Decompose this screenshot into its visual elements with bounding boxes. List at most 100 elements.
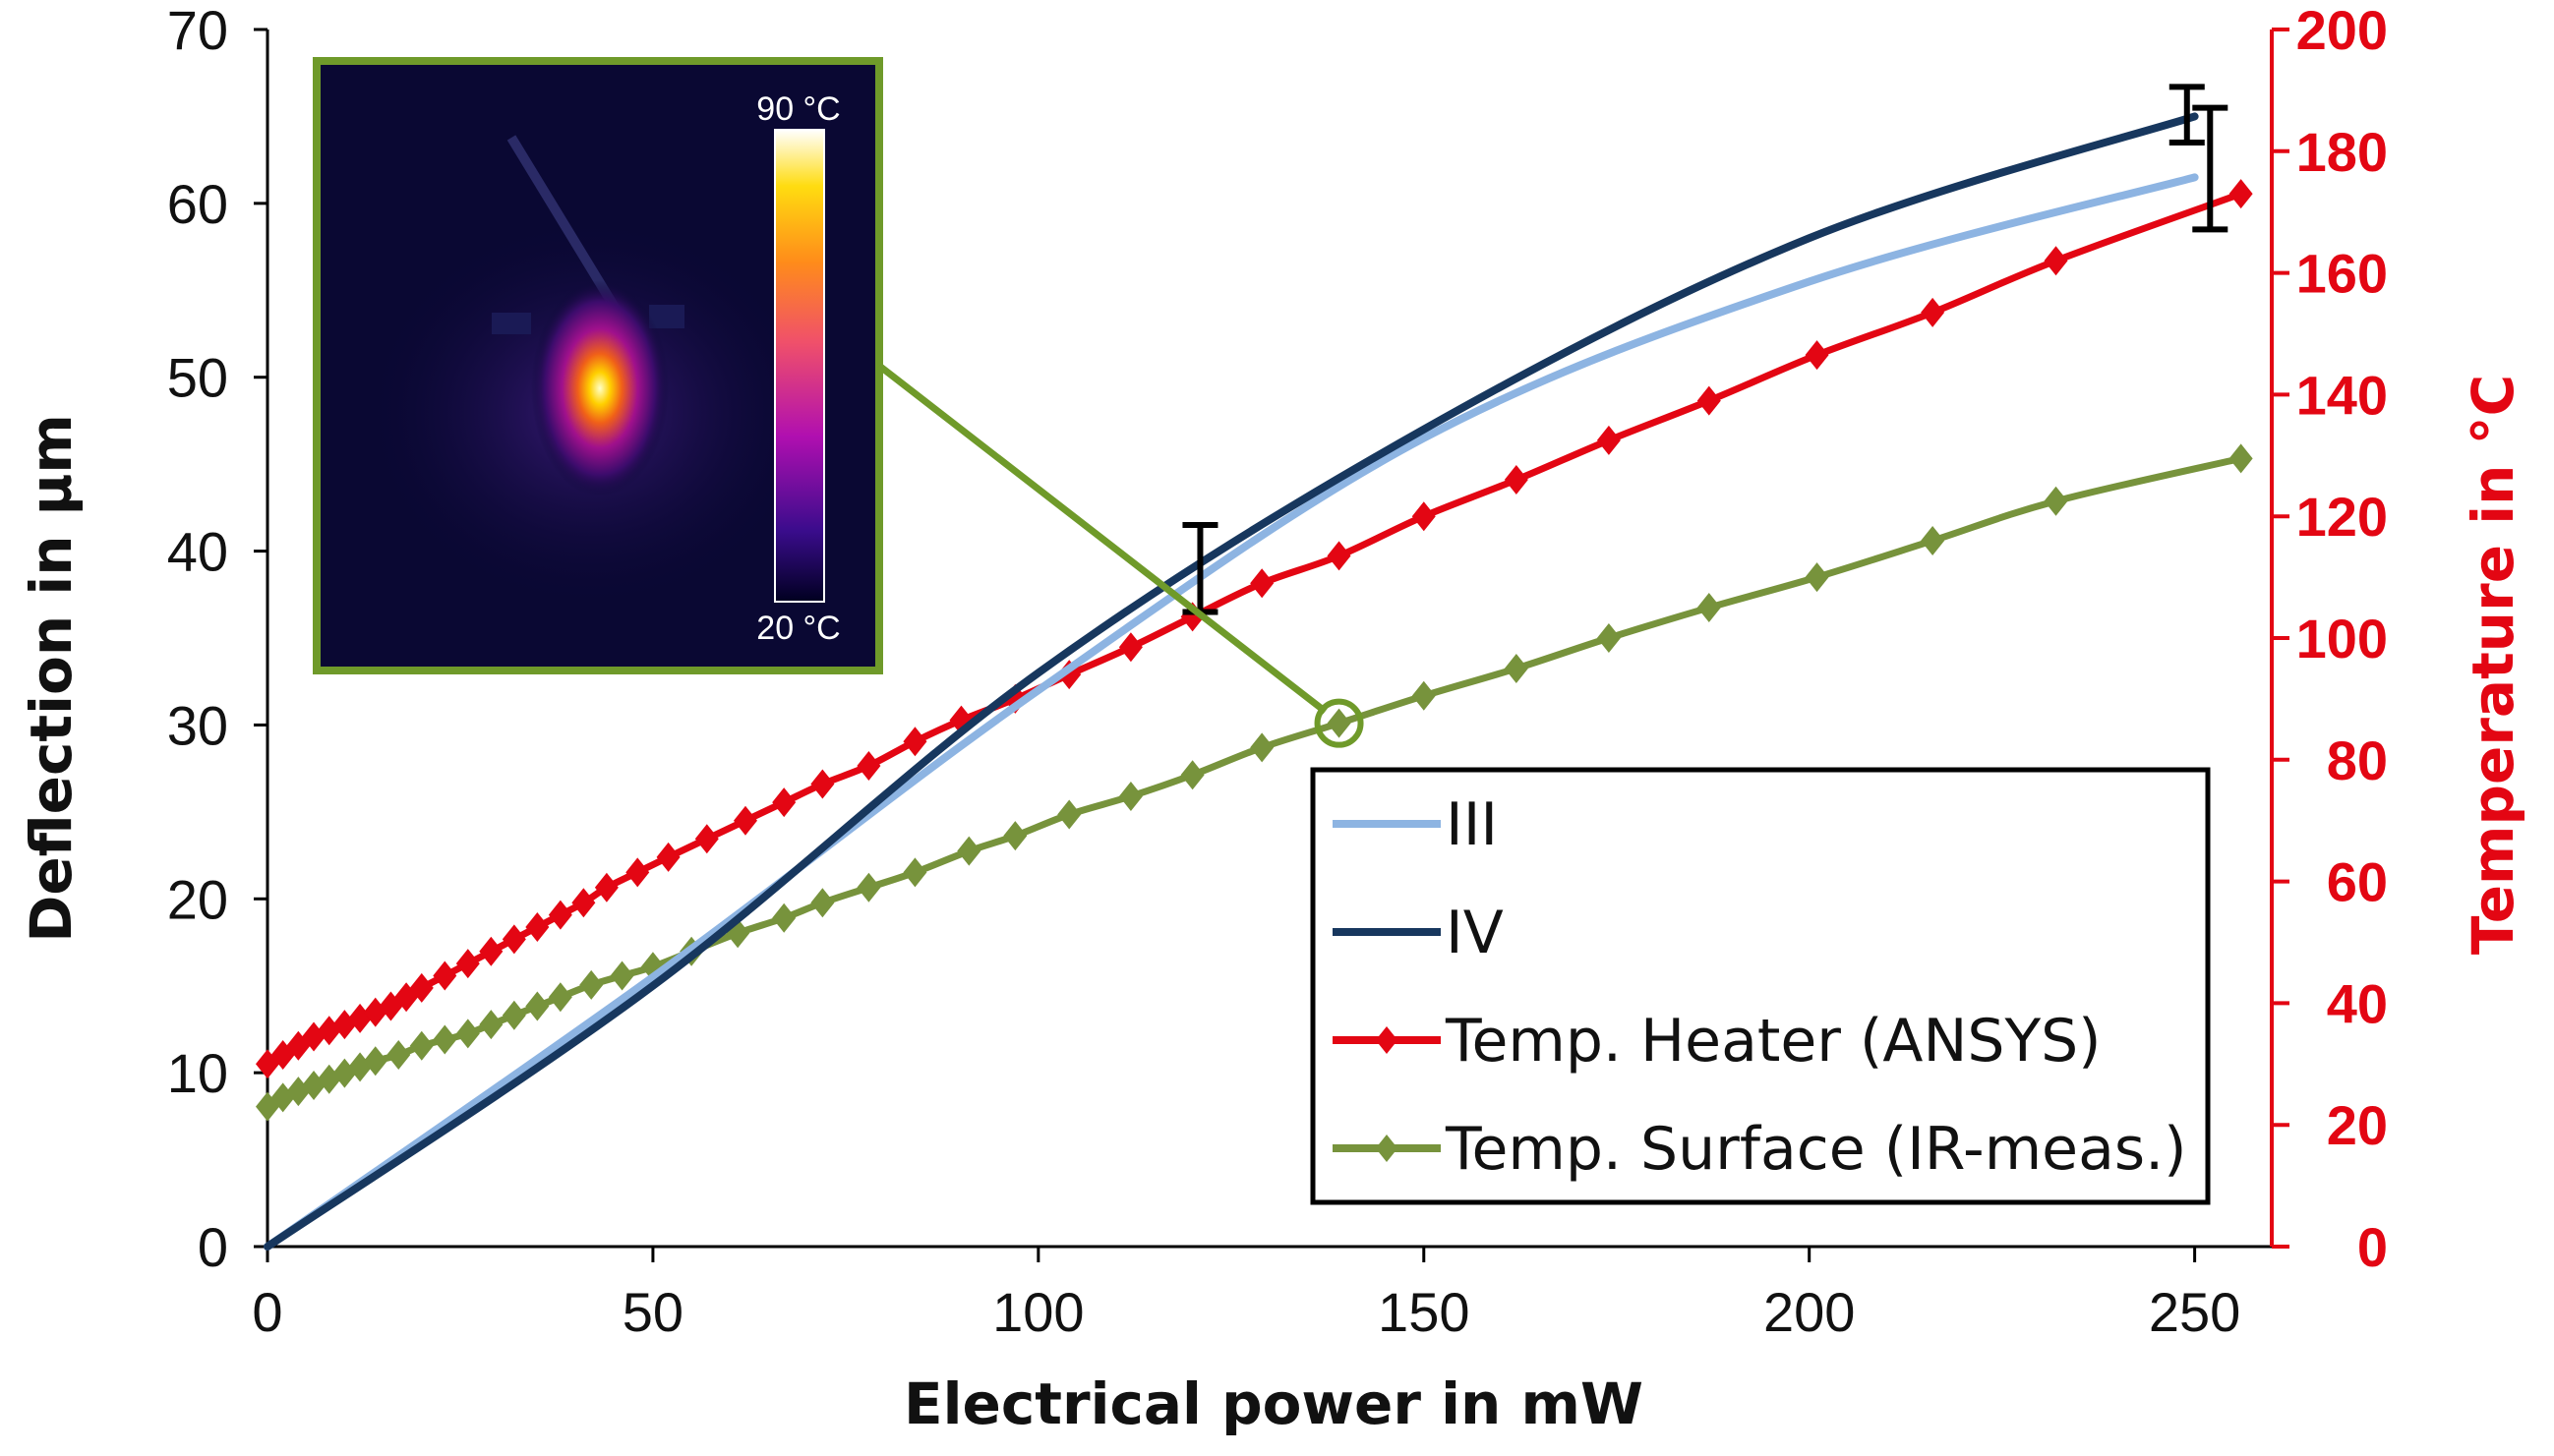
series-iii (264, 173, 2199, 1251)
legend-label: Temp. Heater (ANSYS) (1445, 1007, 2102, 1076)
y-tick-label: 40 (167, 521, 228, 583)
data-point (857, 750, 881, 781)
y2-tick-label: 40 (2327, 972, 2388, 1034)
data-point (2044, 486, 2068, 516)
data-point (1805, 562, 1829, 593)
y2-tick-label: 160 (2296, 243, 2388, 305)
data-point (694, 824, 719, 854)
legend-box (1310, 767, 2211, 1205)
data-point (594, 872, 619, 903)
series-line (264, 112, 2199, 1251)
data-point (903, 727, 927, 757)
legend-entry: IV (1333, 899, 1504, 967)
y-tick-label: 30 (167, 694, 228, 756)
data-point (2228, 443, 2253, 474)
y-tick-label: 50 (167, 347, 228, 409)
legend-swatch-marker (1375, 1135, 1398, 1162)
legend-entry: Temp. Surface (IR-meas.) (1333, 1115, 2187, 1184)
data-point (1250, 732, 1275, 763)
data-point (525, 991, 550, 1021)
data-point (502, 1000, 526, 1030)
data-point (363, 997, 387, 1027)
data-point (386, 1040, 411, 1071)
x-tick-label: 0 (252, 1281, 282, 1343)
data-point (1411, 680, 1436, 711)
x-tick-label: 200 (1763, 1281, 1855, 1343)
data-point (1805, 340, 1829, 371)
legend: III IV Temp. Heater (ANSYS) Temp. Surface (… (1310, 767, 2211, 1205)
data-point (433, 1024, 457, 1055)
data-point (1596, 623, 1621, 653)
data-point (1250, 568, 1275, 599)
x-tick-label: 150 (1378, 1281, 1469, 1343)
y-axis-title: Deflection in µm (18, 414, 85, 943)
y2-tick-label: 60 (2327, 851, 2388, 913)
inset-hotspot (531, 280, 669, 496)
thermal-image-inset: 90 °C 20 °C (313, 57, 883, 674)
legend-entry: III (1333, 790, 1498, 859)
error-bars (1182, 84, 2228, 615)
data-point (433, 961, 457, 991)
data-point (1057, 799, 1082, 830)
y2-tick-label: 200 (2296, 0, 2388, 61)
data-point (1180, 760, 1205, 790)
data-point (957, 836, 981, 866)
y2-tick-label: 140 (2296, 364, 2388, 426)
data-point (810, 769, 835, 799)
data-point (1411, 501, 1436, 532)
data-point (502, 924, 526, 955)
data-point (625, 857, 650, 888)
y-tick-label: 70 (167, 0, 228, 61)
data-point (479, 1010, 504, 1040)
y-tick-label: 10 (167, 1042, 228, 1104)
colorbar (774, 129, 825, 603)
legend-entry: Temp. Heater (ANSYS) (1333, 1007, 2102, 1076)
data-point (1921, 525, 1945, 555)
colorbar-min-label: 20 °C (756, 610, 840, 647)
y2-tick-label: 180 (2296, 121, 2388, 183)
data-point (857, 872, 881, 903)
series-temp-surface-ir-meas (256, 443, 2253, 1122)
inset-pad-left (492, 313, 531, 334)
data-point (571, 888, 596, 918)
data-point (2228, 179, 2253, 209)
x-tick-label: 250 (2149, 1281, 2240, 1343)
data-point (579, 969, 604, 1000)
legend-swatch-marker (1375, 1026, 1398, 1054)
data-point (1921, 297, 1945, 327)
data-point (409, 1030, 434, 1061)
data-point (656, 842, 681, 872)
data-point (2044, 246, 2068, 276)
series-temp-heater-ansys (256, 179, 2253, 1079)
y-tick-label: 20 (167, 868, 228, 930)
data-point (772, 787, 797, 818)
data-point (525, 912, 550, 943)
x-tick-label: 50 (623, 1281, 683, 1343)
data-point (409, 972, 434, 1003)
y-tick-label: 60 (167, 173, 228, 235)
y2-tick-label: 100 (2296, 608, 2388, 670)
y2-tick-label: 20 (2327, 1094, 2388, 1156)
y-tick-label: 0 (198, 1216, 228, 1278)
data-point (1504, 653, 1528, 683)
colorbar-max-label: 90 °C (756, 90, 840, 128)
data-point (1696, 385, 1721, 416)
data-point (1696, 593, 1721, 623)
inset-target-circle (1314, 698, 1364, 748)
inset-link-line (876, 363, 1328, 715)
legend-label: Temp. Surface (IR-meas.) (1445, 1115, 2187, 1184)
y2-tick-label: 0 (2357, 1216, 2388, 1278)
series-line (264, 173, 2199, 1251)
data-point (1003, 821, 1028, 851)
y2-axis-title: Temperature in °C (2460, 375, 2526, 955)
data-point (610, 961, 634, 991)
legend-label: IV (1446, 899, 1504, 967)
data-point (1118, 632, 1143, 663)
series-iv (264, 112, 2199, 1251)
data-point (903, 857, 927, 888)
data-point (455, 949, 480, 979)
legend-label: III (1446, 790, 1498, 859)
data-point (1118, 781, 1143, 811)
x-axis-title: Electrical power in mW (904, 1370, 1643, 1437)
data-point (772, 903, 797, 933)
